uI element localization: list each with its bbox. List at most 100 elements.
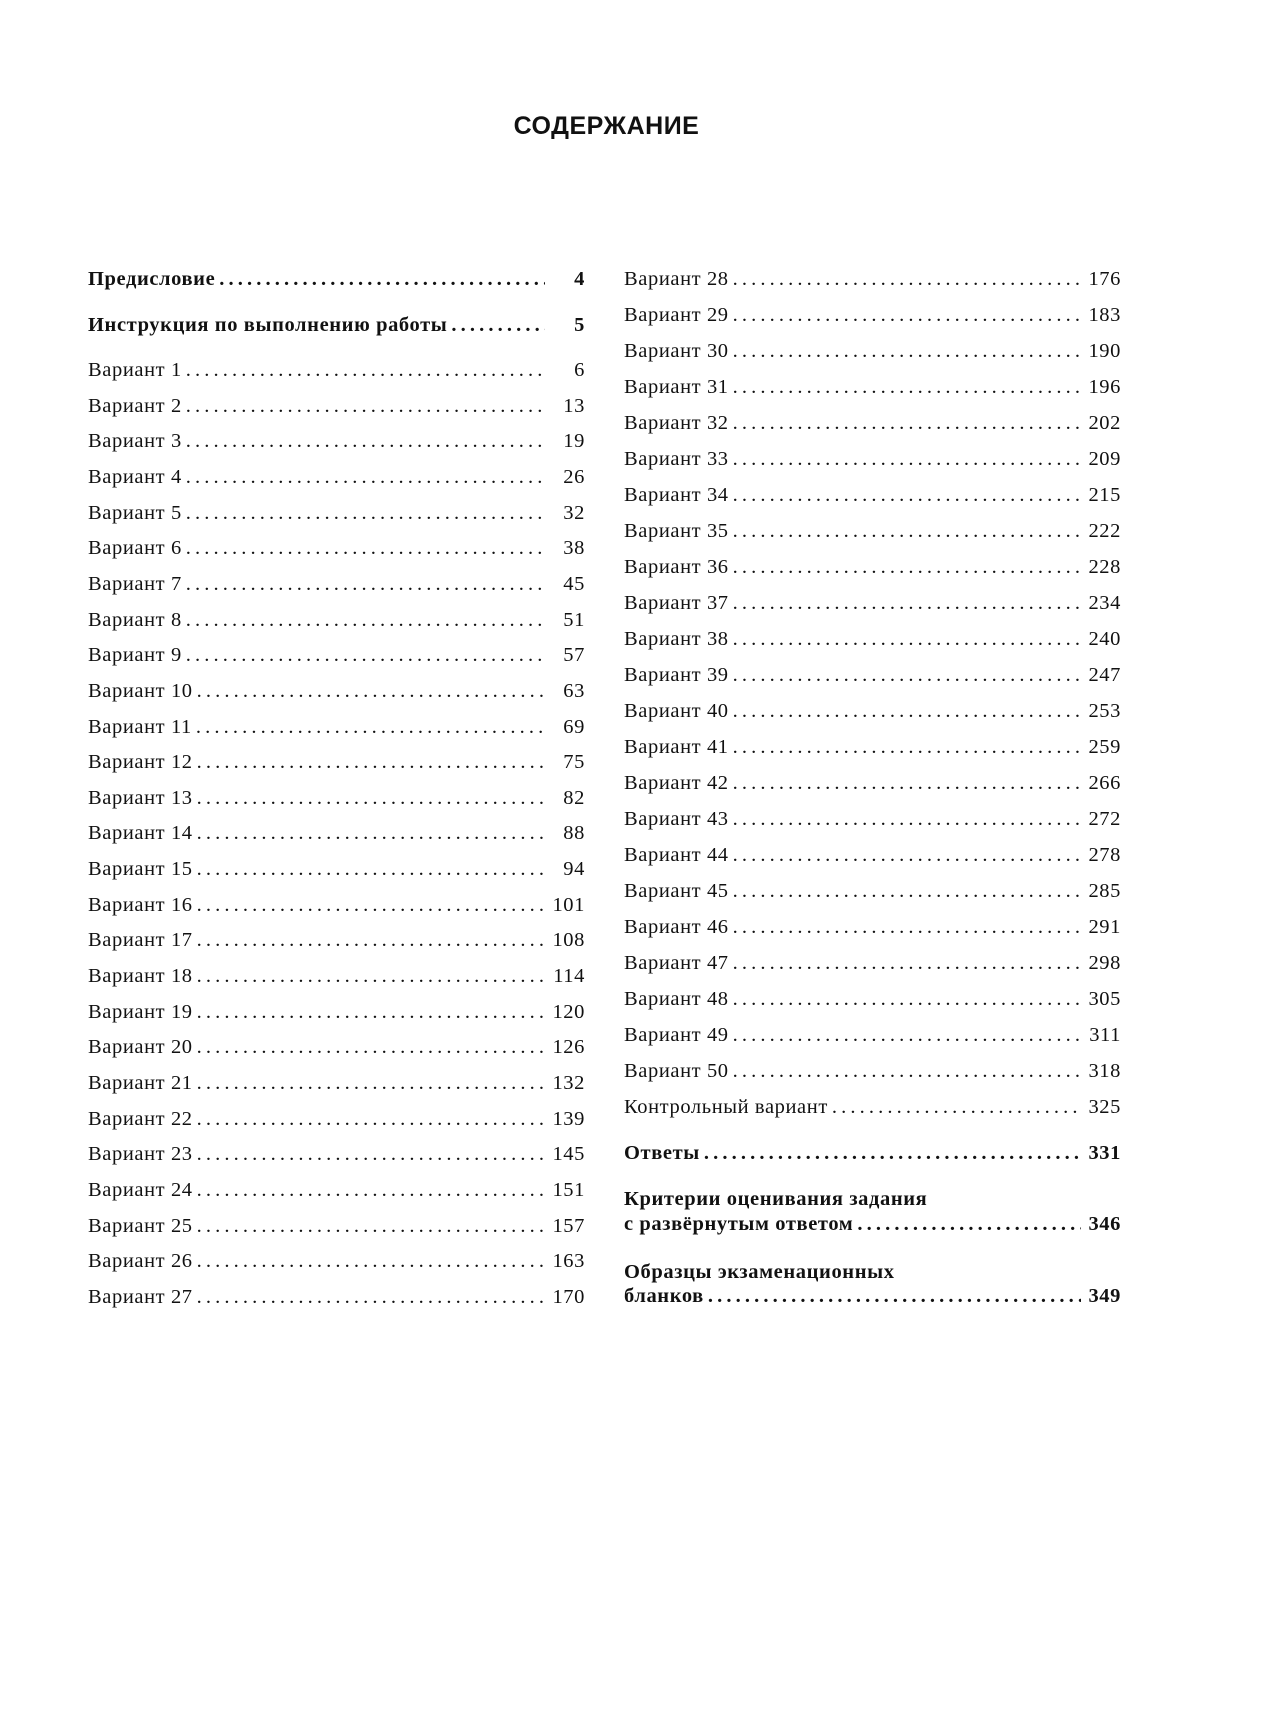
dot-leader	[197, 678, 545, 704]
toc-entry[interactable]: Инструкция по выполнению работы 5	[88, 312, 585, 338]
toc-entry[interactable]: Вариант 18 114	[88, 963, 585, 989]
toc-entry[interactable]: Вариант 5 32	[88, 500, 585, 526]
toc-entry[interactable]: Вариант 11 69	[88, 714, 585, 740]
toc-entry[interactable]: Вариант 45 285	[624, 878, 1121, 904]
toc-entry[interactable]: Ответы 331	[624, 1140, 1121, 1166]
toc-entry-label: Вариант 14	[88, 822, 193, 845]
toc-entry[interactable]: Вариант 32 202	[624, 410, 1121, 436]
toc-entry[interactable]: Вариант 19 120	[88, 999, 585, 1025]
toc-entry-label: Контрольный вариант	[624, 1096, 828, 1118]
toc-entry[interactable]: Контрольный вариант 325	[624, 1094, 1121, 1120]
toc-entry-page: 108	[552, 929, 585, 952]
toc-entry-label: Вариант 11	[88, 715, 192, 738]
toc-entry-label: Вариант 7	[88, 572, 182, 595]
toc-entry[interactable]: Вариант 29 183	[624, 302, 1121, 328]
toc-entry[interactable]: Вариант 15 94	[88, 856, 585, 882]
toc-entry-page: 13	[563, 394, 585, 417]
toc-entry-page: 298	[1088, 952, 1121, 974]
toc-entry-page: 190	[1088, 340, 1121, 362]
toc-entry[interactable]: Вариант 20 126	[88, 1034, 585, 1060]
toc-entry[interactable]: Вариант 12 75	[88, 749, 585, 775]
toc-entry[interactable]: Вариант 13 82	[88, 785, 585, 811]
toc-entry-page: 228	[1088, 556, 1121, 578]
toc-entry[interactable]: Вариант 50 318	[624, 1058, 1121, 1084]
toc-entry-label: Вариант 13	[88, 786, 193, 809]
toc-entry[interactable]: Вариант 21 132	[88, 1070, 585, 1096]
toc-entry[interactable]: Вариант 25 157	[88, 1213, 585, 1239]
toc-entry[interactable]: Вариант 22 139	[88, 1106, 585, 1132]
toc-entry[interactable]: Вариант 38 240	[624, 626, 1121, 652]
toc-entry-label: Вариант 26	[88, 1250, 193, 1273]
dot-leader	[186, 357, 545, 383]
toc-entry[interactable]: Вариант 27 170	[88, 1284, 585, 1310]
toc-entry-page: 247	[1088, 664, 1121, 686]
toc-entry[interactable]: Вариант 24 151	[88, 1177, 585, 1203]
toc-entry-page: 38	[563, 537, 585, 560]
toc-entry[interactable]: Вариант 40 253	[624, 698, 1121, 724]
toc-entry[interactable]: Вариант 1 6	[88, 357, 585, 383]
toc-entry[interactable]: Вариант 16 101	[88, 892, 585, 918]
toc-entry[interactable]: Вариант 3 19	[88, 428, 585, 454]
toc-entry-page: 240	[1088, 628, 1121, 650]
toc-entry[interactable]: Вариант 9 57	[88, 642, 585, 668]
toc-entry[interactable]: Вариант 36 228	[624, 554, 1121, 580]
toc-entry[interactable]: Предисловие 4	[88, 266, 585, 292]
toc-entry-label: Вариант 28	[624, 268, 729, 290]
dot-leader	[704, 1140, 1081, 1166]
toc-entry[interactable]: Вариант 23 145	[88, 1141, 585, 1167]
toc-entry-page: 331	[1088, 1142, 1121, 1164]
toc-entry[interactable]: Вариант 35 222	[624, 518, 1121, 544]
dot-leader	[733, 374, 1081, 400]
toc-entry-page: 278	[1088, 844, 1121, 866]
toc-entry-label: Вариант 21	[88, 1072, 193, 1094]
dot-leader	[733, 914, 1081, 940]
toc-entry[interactable]: Вариант 7 45	[88, 571, 585, 597]
toc-entry[interactable]: Вариант 14 88	[88, 820, 585, 846]
toc-entry[interactable]: Вариант 34 215	[624, 482, 1121, 508]
toc-entry[interactable]: Вариант 48 305	[624, 986, 1121, 1012]
toc-entry[interactable]: Вариант 41 259	[624, 734, 1121, 760]
dot-leader	[197, 1284, 545, 1310]
toc-entry-label: Вариант 44	[624, 844, 729, 866]
toc-entry[interactable]: бланков 349	[624, 1283, 1121, 1309]
dot-leader	[197, 927, 545, 953]
toc-entry-label: Вариант 16	[88, 893, 193, 916]
toc-entry[interactable]: Вариант 37 234	[624, 590, 1121, 616]
toc-entry[interactable]: Вариант 42 266	[624, 770, 1121, 796]
toc-entry-page: 120	[552, 1000, 585, 1023]
toc-entry[interactable]: Вариант 47 298	[624, 950, 1121, 976]
toc-entry[interactable]: Вариант 44 278	[624, 842, 1121, 868]
toc-entry[interactable]: Вариант 46 291	[624, 914, 1121, 940]
toc-entry-page: 4	[574, 268, 585, 290]
toc-entry-page: 272	[1088, 808, 1121, 830]
toc-entry-label: Вариант 2	[88, 394, 182, 417]
toc-entry[interactable]: Вариант 8 51	[88, 607, 585, 633]
dot-leader	[708, 1283, 1081, 1309]
toc-entry[interactable]: Вариант 49 311	[624, 1022, 1121, 1048]
toc-entry-label: Вариант 27	[88, 1285, 193, 1308]
dot-leader	[197, 963, 545, 989]
toc-entry[interactable]: Вариант 43 272	[624, 806, 1121, 832]
toc-entry-page: 253	[1088, 700, 1121, 722]
toc-entry[interactable]: Вариант 26 163	[88, 1248, 585, 1274]
dot-leader	[733, 878, 1081, 904]
toc-entry-page: 126	[552, 1036, 585, 1059]
toc-entry[interactable]: Вариант 30 190	[624, 338, 1121, 364]
toc-entry-label: Вариант 42	[624, 772, 729, 794]
toc-entry-page: 75	[563, 751, 585, 774]
toc-entry[interactable]: Вариант 10 63	[88, 678, 585, 704]
toc-entry[interactable]: с развёрнутым ответом 346	[624, 1211, 1121, 1237]
toc-entry-label: Вариант 40	[624, 700, 729, 722]
toc-entry-label: Вариант 38	[624, 628, 729, 650]
toc-entry[interactable]: Вариант 6 38	[88, 535, 585, 561]
toc-entry[interactable]: Вариант 31 196	[624, 374, 1121, 400]
dot-leader	[733, 266, 1081, 292]
toc-entry[interactable]: Вариант 17 108	[88, 927, 585, 953]
toc-entry-label: Вариант 5	[88, 501, 182, 524]
toc-entry[interactable]: Вариант 39 247	[624, 662, 1121, 688]
toc-entry[interactable]: Вариант 28 176	[624, 266, 1121, 292]
toc-entry-label: Вариант 43	[624, 808, 729, 830]
toc-entry[interactable]: Вариант 4 26	[88, 464, 585, 490]
toc-entry[interactable]: Вариант 33 209	[624, 446, 1121, 472]
toc-entry[interactable]: Вариант 2 13	[88, 393, 585, 419]
